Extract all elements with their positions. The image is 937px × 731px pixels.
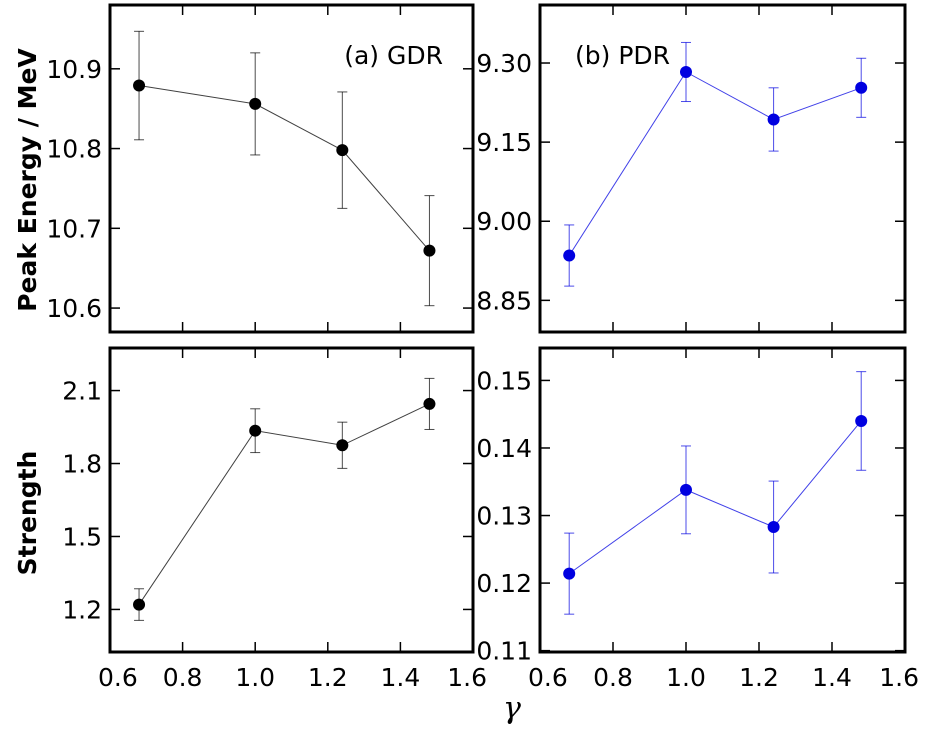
- x-tick-label: 0.8: [593, 663, 633, 692]
- data-point: [563, 567, 576, 580]
- data-point: [423, 397, 436, 410]
- data-point: [423, 244, 436, 257]
- series-line: [138, 85, 430, 251]
- data-point: [563, 249, 576, 262]
- x-tick-label: 1.4: [381, 663, 421, 692]
- y-axis-label-peak-energy: Peak Energy / MeV: [13, 48, 42, 312]
- plot-frame: [108, 346, 475, 654]
- y-tick-label: 9.30: [476, 49, 532, 78]
- series-line: [138, 403, 430, 605]
- y-tick-label: 10.6: [46, 294, 102, 323]
- data-point: [680, 483, 692, 496]
- x-tick-label: 1.0: [235, 663, 275, 692]
- x-tick-label: 1.6: [879, 663, 919, 692]
- plot-frame: [108, 3, 475, 334]
- x-tick-label: 1.2: [308, 663, 348, 692]
- y-tick-label: 9.15: [476, 128, 532, 157]
- x-tick-label: 1.0: [666, 663, 706, 692]
- panel-gdr-energy: 10.6 10.7 10.8 10.9 (a) GDR: [46, 3, 475, 334]
- y-tick-label: 9.00: [476, 207, 532, 236]
- data-point: [336, 144, 349, 157]
- series-line: [568, 71, 862, 256]
- y-tick-label: 1.5: [62, 522, 102, 551]
- x-tick-label: 1.2: [739, 663, 779, 692]
- data-point: [133, 79, 146, 92]
- data-point: [855, 81, 868, 94]
- panel-label: (a) GDR: [344, 41, 443, 70]
- y-tick-label: 0.11: [476, 637, 532, 666]
- data-point: [855, 414, 868, 427]
- data-point: [133, 598, 146, 611]
- y-tick-label: 10.8: [46, 135, 102, 164]
- x-tick-label: 0.8: [163, 663, 203, 692]
- data-point: [767, 521, 780, 534]
- plot-frame: [538, 3, 907, 334]
- y-tick-label: 1.8: [62, 450, 102, 479]
- series-line: [568, 420, 862, 575]
- y-tick-label: 10.7: [46, 214, 102, 243]
- panel-pdr-energy: 8.85 9.00 9.15 9.30 (b) PDR: [476, 3, 907, 334]
- y-tick-label: 2.1: [62, 377, 102, 406]
- x-tick-label: 1.6: [447, 663, 487, 692]
- panel-label: (b) PDR: [575, 41, 670, 70]
- y-tick-label: 0.12: [476, 569, 532, 598]
- data-point: [680, 65, 692, 78]
- data-point: [767, 113, 780, 126]
- y-tick-label: 1.2: [62, 595, 102, 624]
- data-point: [249, 424, 262, 437]
- y-tick-label: 0.13: [476, 502, 532, 531]
- x-tick-label: 0.6: [528, 663, 568, 692]
- data-point: [249, 97, 262, 110]
- y-tick-label: 8.85: [476, 286, 532, 315]
- x-axis-label: γ: [503, 691, 521, 726]
- x-tick-label: 0.6: [98, 663, 138, 692]
- panel-pdr-strength: 0.6 0.8 1.0 1.2 1.4 1.6 0.11 0.12 0.13 0.14 0.15: [476, 346, 919, 692]
- y-axis-label-strength: Strength: [13, 451, 42, 576]
- x-tick-label: 1.4: [812, 663, 852, 692]
- panel-gdr-strength: 0.6 0.8 1.0 1.2 1.4 1.6 1.2 1.5 1.8 2.1: [62, 346, 487, 692]
- plot-frame: [538, 346, 907, 654]
- y-tick-label: 10.9: [46, 55, 102, 84]
- y-tick-label: 0.15: [476, 366, 532, 395]
- y-tick-label: 0.14: [476, 434, 532, 463]
- data-point: [336, 439, 349, 452]
